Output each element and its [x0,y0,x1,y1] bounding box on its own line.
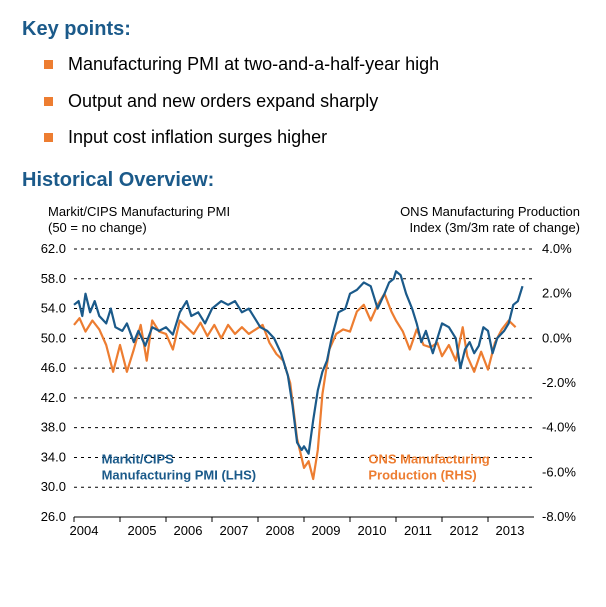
dual-axis-line-chart: 26.0 30.0 34.0 38.0 42.0 46.0 50.0 54.0 58.0 62.0… [22,241,582,561]
svg-text:2005: 2005 [128,523,157,538]
svg-text:2011: 2011 [404,523,432,538]
chart-container: Markit/CIPS Manufacturing PMI (50 = no c… [22,204,584,562]
key-points-list: Manufacturing PMI at two-and-a-half-year… [44,53,584,149]
svg-text:38.0: 38.0 [41,420,66,435]
left-axis-title-line2: (50 = no change) [48,220,147,235]
right-axis-title: ONS Manufacturing Production Index (3m/3… [400,204,580,238]
key-point-text: Output and new orders expand sharply [68,91,378,111]
key-point-item: Manufacturing PMI at two-and-a-half-year… [44,53,584,76]
chart-axis-titles: Markit/CIPS Manufacturing PMI (50 = no c… [22,204,584,242]
historical-heading: Historical Overview: [22,169,584,192]
svg-text:-6.0%: -6.0% [542,465,576,480]
svg-text:2007: 2007 [220,523,249,538]
svg-text:42.0: 42.0 [41,390,66,405]
svg-text:2009: 2009 [312,523,341,538]
key-point-item: Output and new orders expand sharply [44,90,584,113]
svg-text:46.0: 46.0 [41,360,66,375]
svg-text:2.0%: 2.0% [542,286,572,301]
svg-text:ONS Manufacturing: ONS Manufacturing [368,452,489,467]
svg-text:4.0%: 4.0% [542,241,572,256]
svg-text:-2.0%: -2.0% [542,375,576,390]
svg-text:Production (RHS): Production (RHS) [368,468,476,483]
left-axis-title: Markit/CIPS Manufacturing PMI (50 = no c… [48,204,230,238]
svg-text:34.0: 34.0 [41,450,66,465]
right-axis-title-line1: ONS Manufacturing Production [400,204,580,219]
svg-text:30.0: 30.0 [41,480,66,495]
svg-text:2006: 2006 [174,523,203,538]
svg-text:0.0%: 0.0% [542,331,572,346]
bullet-icon [44,60,53,69]
svg-text:2010: 2010 [358,523,387,538]
svg-text:58.0: 58.0 [41,271,66,286]
key-point-item: Input cost inflation surges higher [44,126,584,149]
key-point-text: Input cost inflation surges higher [68,127,327,147]
svg-text:-4.0%: -4.0% [542,420,576,435]
svg-text:Manufacturing PMI (LHS): Manufacturing PMI (LHS) [102,468,257,483]
svg-text:54.0: 54.0 [41,301,66,316]
key-points-heading: Key points: [22,18,584,41]
key-point-text: Manufacturing PMI at two-and-a-half-year… [68,54,439,74]
svg-text:2008: 2008 [266,523,295,538]
svg-text:Markit/CIPS: Markit/CIPS [102,452,175,467]
svg-text:2013: 2013 [496,523,525,538]
left-axis-title-line1: Markit/CIPS Manufacturing PMI [48,204,230,219]
right-axis-title-line2: Index (3m/3m rate of change) [409,220,580,235]
svg-text:26.0: 26.0 [41,509,66,524]
svg-text:2012: 2012 [450,523,479,538]
bullet-icon [44,97,53,106]
svg-text:2004: 2004 [70,523,99,538]
svg-text:50.0: 50.0 [41,331,66,346]
svg-text:62.0: 62.0 [41,241,66,256]
svg-text:-8.0%: -8.0% [542,509,576,524]
bullet-icon [44,133,53,142]
